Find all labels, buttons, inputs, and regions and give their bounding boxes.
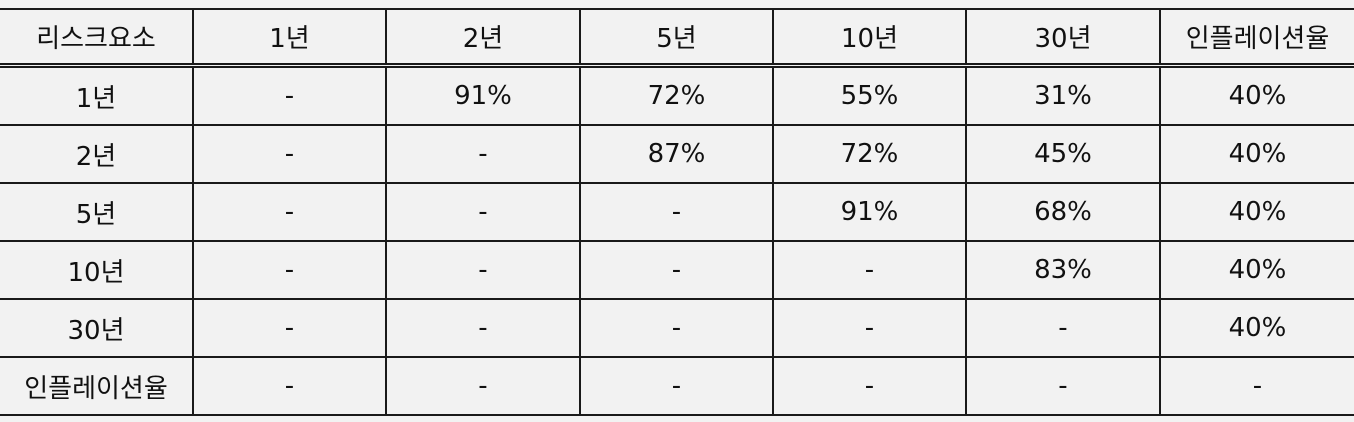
row-label: 인플레이션율 [0, 356, 194, 416]
table-cell: 40% [1159, 182, 1354, 242]
row-label: 5년 [0, 182, 194, 242]
table-cell: - [579, 356, 774, 416]
table-header-row: 리스크요소 1년 2년 5년 10년 30년 인플레이션율 [0, 8, 1354, 68]
table-row: 2년 - - 87% 72% 45% 40% [0, 124, 1354, 184]
table-cell: - [579, 240, 774, 300]
table-cell: 72% [579, 64, 774, 126]
table-cell: 91% [385, 64, 581, 126]
table-cell: 40% [1159, 64, 1354, 126]
table-cell: - [385, 182, 581, 242]
row-label: 1년 [0, 64, 194, 126]
table-cell: 40% [1159, 124, 1354, 184]
row-label: 2년 [0, 124, 194, 184]
column-header-1y: 1년 [192, 8, 387, 68]
table-cell: - [192, 182, 387, 242]
table-cell: 45% [965, 124, 1161, 184]
table-cell: - [1159, 356, 1354, 416]
table-cell: - [965, 356, 1161, 416]
table-cell: 40% [1159, 240, 1354, 300]
correlation-table: 리스크요소 1년 2년 5년 10년 30년 인플레이션율 1년 - 91% 7… [0, 8, 1354, 416]
column-header-2y: 2년 [385, 8, 581, 68]
table-row: 인플레이션율 - - - - - - [0, 356, 1354, 416]
table-cell: 31% [965, 64, 1161, 126]
table-cell: - [772, 240, 967, 300]
row-label: 30년 [0, 298, 194, 358]
table-cell: - [772, 356, 967, 416]
table-cell: - [385, 124, 581, 184]
table-row: 1년 - 91% 72% 55% 31% 40% [0, 64, 1354, 126]
table-cell: - [385, 356, 581, 416]
table-cell: - [192, 356, 387, 416]
table-cell: - [192, 240, 387, 300]
column-header-30y: 30년 [965, 8, 1161, 68]
table-cell: 83% [965, 240, 1161, 300]
table-cell: 87% [579, 124, 774, 184]
table-cell: 91% [772, 182, 967, 242]
table-cell: 40% [1159, 298, 1354, 358]
table-cell: - [579, 182, 774, 242]
table-cell: 55% [772, 64, 967, 126]
table-cell: - [772, 298, 967, 358]
table-cell: - [192, 298, 387, 358]
column-header-inflation: 인플레이션율 [1159, 8, 1354, 68]
column-header-risk-factor: 리스크요소 [0, 8, 194, 68]
table-cell: - [192, 64, 387, 126]
table-cell: - [385, 298, 581, 358]
table-row: 10년 - - - - 83% 40% [0, 240, 1354, 300]
column-header-5y: 5년 [579, 8, 774, 68]
column-header-10y: 10년 [772, 8, 967, 68]
table-cell: 68% [965, 182, 1161, 242]
table-cell: - [965, 298, 1161, 358]
row-label: 10년 [0, 240, 194, 300]
table-row: 30년 - - - - - 40% [0, 298, 1354, 358]
table-row: 5년 - - - 91% 68% 40% [0, 182, 1354, 242]
table-cell: - [579, 298, 774, 358]
table-cell: - [192, 124, 387, 184]
table-cell: 72% [772, 124, 967, 184]
table-cell: - [385, 240, 581, 300]
